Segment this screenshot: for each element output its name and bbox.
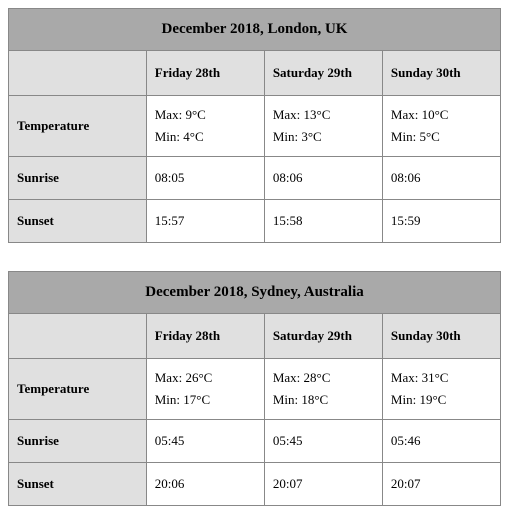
table-row: Sunrise 05:45 05:45 05:46 xyxy=(9,420,501,463)
temp-min: Min: 18°C xyxy=(273,389,374,411)
temp-min: Min: 4°C xyxy=(155,126,256,148)
table-row: Temperature Max: 26°C Min: 17°C Max: 28°… xyxy=(9,359,501,420)
temp-min: Min: 5°C xyxy=(391,126,492,148)
sunset-cell: 15:57 xyxy=(146,200,264,243)
row-label-sunset: Sunset xyxy=(9,463,147,506)
table-row: Sunset 15:57 15:58 15:59 xyxy=(9,200,501,243)
temp-min: Min: 17°C xyxy=(155,389,256,411)
column-header-day2: Saturday 29th xyxy=(264,314,382,359)
temp-max: Max: 26°C xyxy=(155,367,256,389)
sunrise-cell: 08:06 xyxy=(264,157,382,200)
row-label-sunset: Sunset xyxy=(9,200,147,243)
temp-max: Max: 9°C xyxy=(155,104,256,126)
temp-max: Max: 31°C xyxy=(391,367,492,389)
column-header-day3: Sunday 30th xyxy=(382,314,500,359)
row-label-sunrise: Sunrise xyxy=(9,420,147,463)
weather-table-sydney: December 2018, Sydney, Australia Friday … xyxy=(8,271,501,506)
column-header-day3: Sunday 30th xyxy=(382,51,500,96)
sunset-cell: 15:58 xyxy=(264,200,382,243)
sunrise-cell: 05:45 xyxy=(264,420,382,463)
temperature-cell: Max: 28°C Min: 18°C xyxy=(264,359,382,420)
temp-max: Max: 28°C xyxy=(273,367,374,389)
weather-table-london: December 2018, London, UK Friday 28th Sa… xyxy=(8,8,501,243)
column-header-day2: Saturday 29th xyxy=(264,51,382,96)
row-label-temperature: Temperature xyxy=(9,96,147,157)
sunrise-cell: 05:46 xyxy=(382,420,500,463)
sunset-cell: 20:07 xyxy=(382,463,500,506)
temp-max: Max: 13°C xyxy=(273,104,374,126)
row-label-sunrise: Sunrise xyxy=(9,157,147,200)
temperature-cell: Max: 13°C Min: 3°C xyxy=(264,96,382,157)
temperature-cell: Max: 31°C Min: 19°C xyxy=(382,359,500,420)
sunset-cell: 15:59 xyxy=(382,200,500,243)
sunrise-cell: 05:45 xyxy=(146,420,264,463)
table-row: Sunset 20:06 20:07 20:07 xyxy=(9,463,501,506)
temp-min: Min: 3°C xyxy=(273,126,374,148)
table-title: December 2018, London, UK xyxy=(9,9,501,51)
sunset-cell: 20:06 xyxy=(146,463,264,506)
temp-min: Min: 19°C xyxy=(391,389,492,411)
sunset-cell: 20:07 xyxy=(264,463,382,506)
sunrise-cell: 08:05 xyxy=(146,157,264,200)
temperature-cell: Max: 10°C Min: 5°C xyxy=(382,96,500,157)
column-header-day1: Friday 28th xyxy=(146,51,264,96)
column-header-day1: Friday 28th xyxy=(146,314,264,359)
temp-max: Max: 10°C xyxy=(391,104,492,126)
table-row: Temperature Max: 9°C Min: 4°C Max: 13°C … xyxy=(9,96,501,157)
table-title: December 2018, Sydney, Australia xyxy=(9,272,501,314)
temperature-cell: Max: 26°C Min: 17°C xyxy=(146,359,264,420)
row-label-temperature: Temperature xyxy=(9,359,147,420)
temperature-cell: Max: 9°C Min: 4°C xyxy=(146,96,264,157)
column-header-blank xyxy=(9,51,147,96)
column-header-blank xyxy=(9,314,147,359)
sunrise-cell: 08:06 xyxy=(382,157,500,200)
table-row: Sunrise 08:05 08:06 08:06 xyxy=(9,157,501,200)
